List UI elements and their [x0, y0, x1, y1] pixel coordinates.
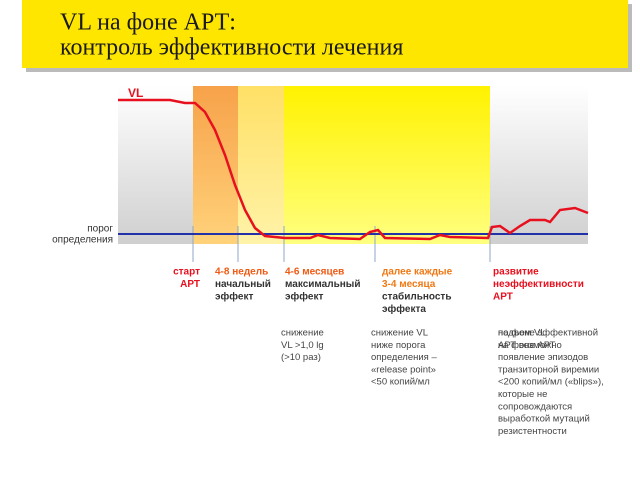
phase-description: на фоне эффективной: [498, 328, 598, 339]
phase-subheading: эффект: [285, 291, 323, 303]
phase-heading: АРТ: [493, 292, 513, 303]
band-transition: [238, 86, 284, 244]
vl-curve: [118, 98, 589, 241]
phase-description: сопровождаются: [498, 401, 572, 412]
title-line: VL на фоне АРТ:: [60, 10, 236, 36]
phase-description: VL >1,0 lg: [281, 340, 324, 351]
phase-heading: старт: [173, 267, 200, 278]
title-box: [22, 0, 628, 68]
phase-description: <200 копий/мл («blips»),: [498, 377, 604, 388]
phase-heading: далее каждые: [382, 267, 453, 278]
phase-description: выработкой мутаций: [498, 414, 590, 425]
phase-description: которые не: [498, 389, 547, 400]
phase-description: появление эпизодов: [498, 352, 588, 363]
title-line: контроль эффективности лечения: [60, 35, 403, 61]
phase-subheading: начальный: [215, 279, 271, 290]
phase-description: снижение VL: [371, 328, 428, 339]
phase-heading: 4-6 месяцев: [285, 267, 344, 278]
band-initial: [193, 86, 238, 244]
phase-description: (>10 раз): [281, 352, 321, 363]
phase-description: <50 копий/мл: [371, 377, 430, 388]
phase-subheading: эффекта: [382, 303, 426, 315]
phase-description: АРТ возможно: [498, 340, 562, 351]
phase-heading: развитие: [493, 267, 539, 278]
phase-heading: 4-8 недель: [215, 267, 268, 278]
phase-subheading: максимальный: [285, 279, 360, 290]
phase-description: подъем VL: [498, 328, 546, 339]
y-label: VL: [128, 86, 143, 100]
threshold-label: определения: [52, 235, 113, 246]
threshold-label: порог: [87, 224, 113, 235]
phase-description: «release point»: [371, 364, 436, 375]
phase-description: на фоне АРТ: [498, 340, 556, 351]
phase-subheading: стабильность: [382, 291, 451, 303]
phase-heading: АРТ: [180, 279, 200, 290]
phase-subheading: эффект: [215, 291, 253, 303]
band-stable: [284, 86, 490, 244]
phase-description: ниже порога: [371, 340, 426, 351]
phase-description: резистентности: [498, 426, 567, 437]
phase-description: транзиторной виремии: [498, 364, 599, 375]
phase-heading: неэффективности: [493, 278, 584, 290]
phase-heading: 3-4 месяца: [382, 279, 436, 290]
phase-description: определения –: [371, 352, 437, 363]
phase-description: снижение: [281, 328, 324, 339]
